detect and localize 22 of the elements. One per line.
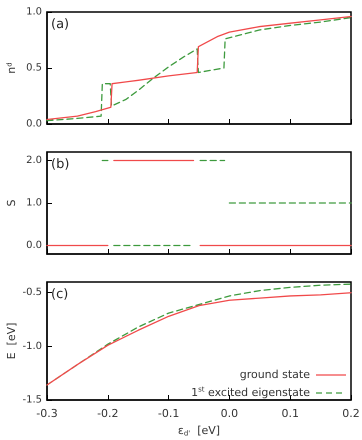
y-tick-label: 2.0 xyxy=(26,155,42,166)
annotation: (a) xyxy=(51,17,70,32)
legend-label: 1$^{st}$ excited eigenstate xyxy=(191,385,310,399)
x-tick-label: -0.3 xyxy=(36,407,58,420)
y-tick-label: -1.5 xyxy=(22,394,42,406)
y-tick-label: -0.5 xyxy=(22,287,42,298)
y-tick-label: 1.0 xyxy=(26,198,42,208)
x-tick-label: -0.1 xyxy=(158,407,180,420)
y-tick-label: 0.5 xyxy=(26,62,42,74)
y-tick-label: 1.0 xyxy=(26,6,42,18)
x-tick-label: -0.2 xyxy=(97,407,119,420)
annotation: (c) xyxy=(51,287,68,302)
y-tick-label: -1.0 xyxy=(22,340,42,352)
annotation: (b) xyxy=(51,157,70,172)
x-tick-label: 0.0 xyxy=(220,407,238,420)
x-tick-label: 0.1 xyxy=(281,407,299,420)
y-axis-title: E [eV] xyxy=(5,322,18,360)
y-tick-label: 0.0 xyxy=(26,240,42,251)
y-tick-label: 0.0 xyxy=(26,118,42,130)
legend-label: ground state xyxy=(240,368,310,381)
y-axis-title: S xyxy=(5,199,18,206)
x-tick-label: 0.2 xyxy=(342,407,360,420)
